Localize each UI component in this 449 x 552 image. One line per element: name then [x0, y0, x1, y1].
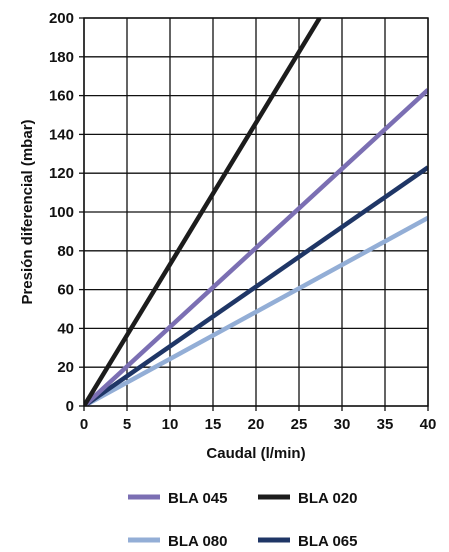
x-tick-label: 0: [80, 416, 88, 433]
axes: [79, 17, 429, 411]
y-tick-label: 160: [49, 88, 74, 105]
y-tick-label: 60: [57, 282, 74, 299]
y-tick-label: 100: [49, 204, 74, 221]
y-tick-label: 200: [49, 10, 74, 27]
series-line-bla-065: [84, 165, 428, 406]
series-layer: [84, 18, 428, 406]
grid: [83, 17, 429, 407]
x-tick-label: 30: [334, 416, 351, 433]
y-axis-title: Presión diferencial (mbar): [19, 119, 36, 304]
x-tick-label: 15: [205, 416, 222, 433]
y-tick-label: 20: [57, 359, 74, 376]
series-line-bla-020: [84, 18, 322, 406]
y-tick-label: 0: [66, 398, 74, 415]
x-tick-label: 40: [420, 416, 437, 433]
tick-labels: 0 5 10 15 20 25 30 35 40 0 20 40 60 80 100 120 140 160 180…: [49, 10, 436, 433]
legend-label-bla-020: BLA 020: [298, 490, 357, 507]
y-tick-label: 120: [49, 165, 74, 182]
y-tick-label: 180: [49, 49, 74, 66]
x-tick-label: 25: [291, 416, 308, 433]
x-tick-label: 5: [123, 416, 131, 433]
legend-label-bla-065: BLA 065: [298, 533, 357, 550]
y-tick-label: 40: [57, 320, 74, 337]
legend: BLA 045 BLA 020 BLA 080 BLA 065: [128, 490, 357, 550]
x-axis-title: Caudal (l/min): [206, 445, 305, 462]
series-line-bla-080: [84, 215, 428, 406]
y-tick-label: 80: [57, 243, 74, 260]
legend-label-bla-080: BLA 080: [168, 533, 227, 550]
x-tick-label: 20: [248, 416, 265, 433]
series-line-bla-045: [84, 88, 428, 406]
x-tick-label: 10: [162, 416, 179, 433]
y-tick-label: 140: [49, 126, 74, 143]
legend-label-bla-045: BLA 045: [168, 490, 227, 507]
x-tick-label: 35: [377, 416, 394, 433]
